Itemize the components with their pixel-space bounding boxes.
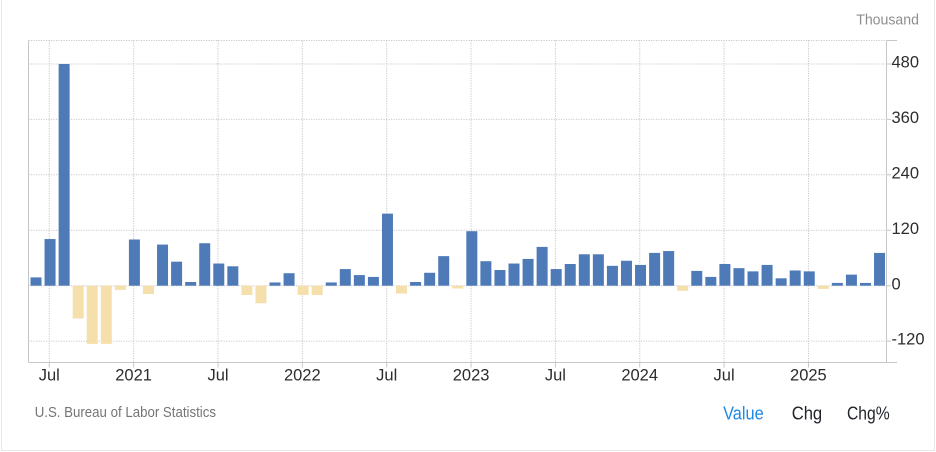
svg-text:120: 120	[892, 220, 920, 238]
svg-text:Chg%: Chg%	[847, 402, 890, 423]
svg-text:Jul: Jul	[207, 366, 228, 384]
svg-text:Jul: Jul	[545, 366, 566, 384]
svg-text:0: 0	[892, 275, 901, 293]
svg-text:Jul: Jul	[39, 366, 60, 384]
svg-text:Thousand: Thousand	[856, 13, 919, 29]
svg-text:-120: -120	[892, 331, 925, 349]
svg-text:2022: 2022	[284, 366, 321, 384]
svg-text:Value: Value	[723, 402, 764, 423]
svg-text:360: 360	[892, 109, 920, 127]
svg-text:2024: 2024	[621, 366, 658, 384]
svg-text:Chg: Chg	[792, 402, 823, 423]
svg-text:2021: 2021	[115, 366, 152, 384]
svg-text:480: 480	[892, 54, 920, 72]
svg-text:2025: 2025	[790, 366, 827, 384]
svg-text:U.S. Bureau of Labor Statistic: U.S. Bureau of Labor Statistics	[35, 404, 216, 421]
svg-text:2023: 2023	[453, 366, 490, 384]
svg-text:240: 240	[892, 164, 920, 182]
svg-text:Jul: Jul	[714, 366, 735, 384]
svg-text:Jul: Jul	[376, 366, 397, 384]
